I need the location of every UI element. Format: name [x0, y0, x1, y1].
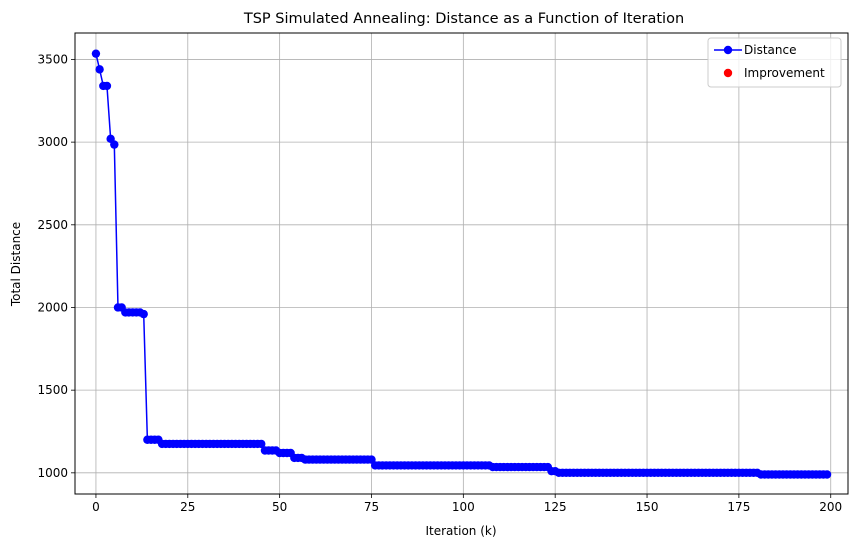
- x-axis-label: Iteration (k): [425, 524, 496, 538]
- y-axis-label: Total Distance: [9, 222, 23, 307]
- distance-point: [139, 309, 148, 319]
- legend-distance-marker: [723, 45, 733, 55]
- chart-title: TSP Simulated Annealing: Distance as a F…: [243, 11, 684, 27]
- y-tick-label: 3500: [37, 52, 68, 66]
- series-layer: [91, 49, 832, 479]
- y-tick-label: 1500: [37, 383, 68, 397]
- x-tick-label: 75: [364, 500, 379, 514]
- plot-frame: [74, 32, 849, 495]
- x-tick-label: 25: [180, 500, 195, 514]
- y-tick-label: 3000: [37, 135, 68, 149]
- legend-distance-label: Distance: [744, 43, 796, 57]
- distance-point: [822, 470, 832, 479]
- y-tick-label: 1000: [37, 466, 68, 480]
- distance-point: [257, 439, 266, 449]
- x-tick-label: 50: [272, 500, 287, 514]
- y-tick-label: 2500: [37, 218, 68, 232]
- x-tick-label: 150: [636, 500, 659, 514]
- x-tick-label: 175: [727, 500, 750, 514]
- x-tick-label: 100: [452, 500, 475, 514]
- x-tick-label: 200: [819, 500, 842, 514]
- legend-improvement-label: Improvement: [744, 66, 825, 80]
- legend-improvement-marker: [723, 68, 733, 78]
- distance-point: [91, 49, 101, 58]
- x-axis-ticks: 0 25 50 75 100 125 150 175 200: [92, 494, 842, 514]
- distance-point: [95, 65, 104, 74]
- y-tick-label: 2000: [37, 300, 68, 314]
- y-axis-ticks: 1000 1500 2000 2500 3000 3500: [37, 52, 75, 480]
- legend: Distance Improvement: [707, 37, 842, 88]
- x-tick-label: 125: [544, 500, 567, 514]
- distance-point: [110, 140, 119, 149]
- distance-point: [102, 81, 112, 91]
- x-tick-label: 0: [92, 500, 100, 514]
